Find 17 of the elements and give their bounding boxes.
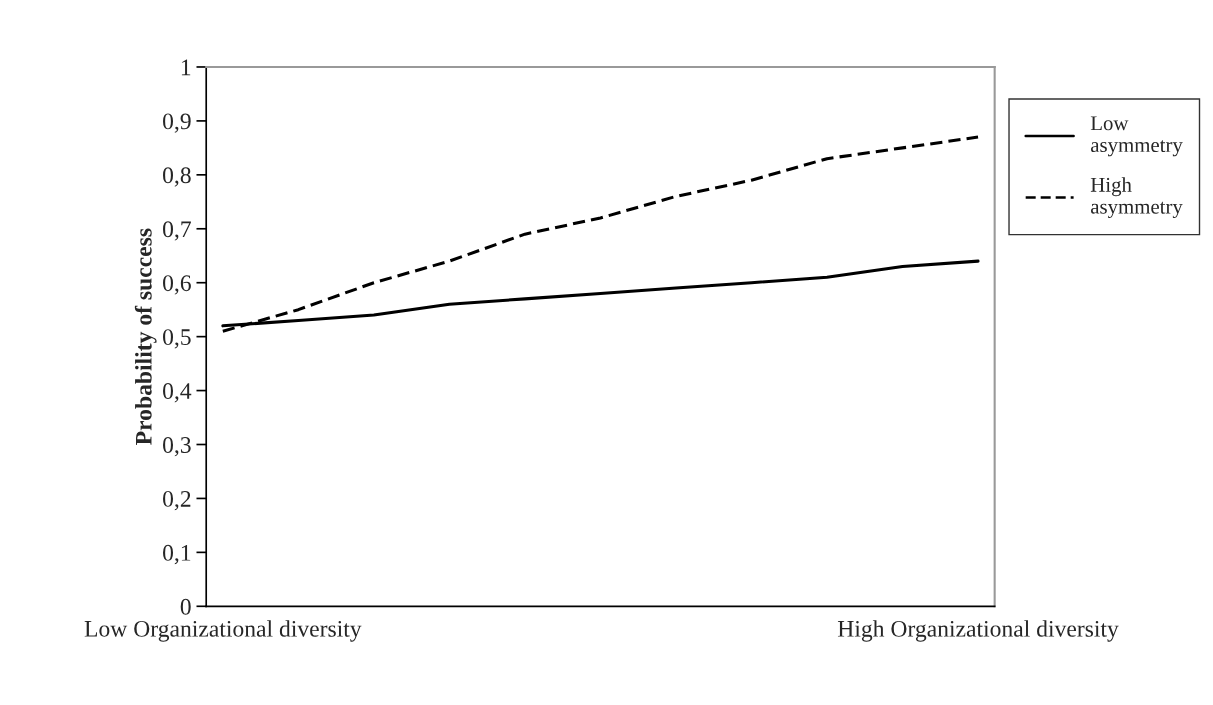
y-tick-label: 0,1 bbox=[163, 544, 191, 565]
line-series bbox=[221, 135, 980, 333]
y-tick-label: 0,4 bbox=[163, 383, 192, 403]
y-tick-label: 0,5 bbox=[163, 329, 191, 349]
y-tick-label: 0,8 bbox=[163, 167, 191, 187]
y-tick-label: 0,3 bbox=[163, 436, 191, 457]
x-tick-label: Low Organizational diversity bbox=[84, 620, 362, 642]
y-tick-label: 0,9 bbox=[163, 113, 191, 133]
y-tick-label: 1 bbox=[181, 59, 191, 76]
y-tick-label: 0,2 bbox=[163, 490, 191, 511]
y-tick-label: 0,6 bbox=[163, 275, 191, 295]
legend-label: Low asymmetry bbox=[1090, 116, 1183, 157]
x-tick-label: High Organizational diversity bbox=[837, 620, 1119, 642]
legend-label: High asymmetry bbox=[1090, 177, 1183, 218]
y-tick-label: 0,7 bbox=[163, 221, 191, 241]
y-axis-title: Probability of success bbox=[134, 228, 157, 445]
y-tick-label: 0 bbox=[180, 598, 191, 615]
